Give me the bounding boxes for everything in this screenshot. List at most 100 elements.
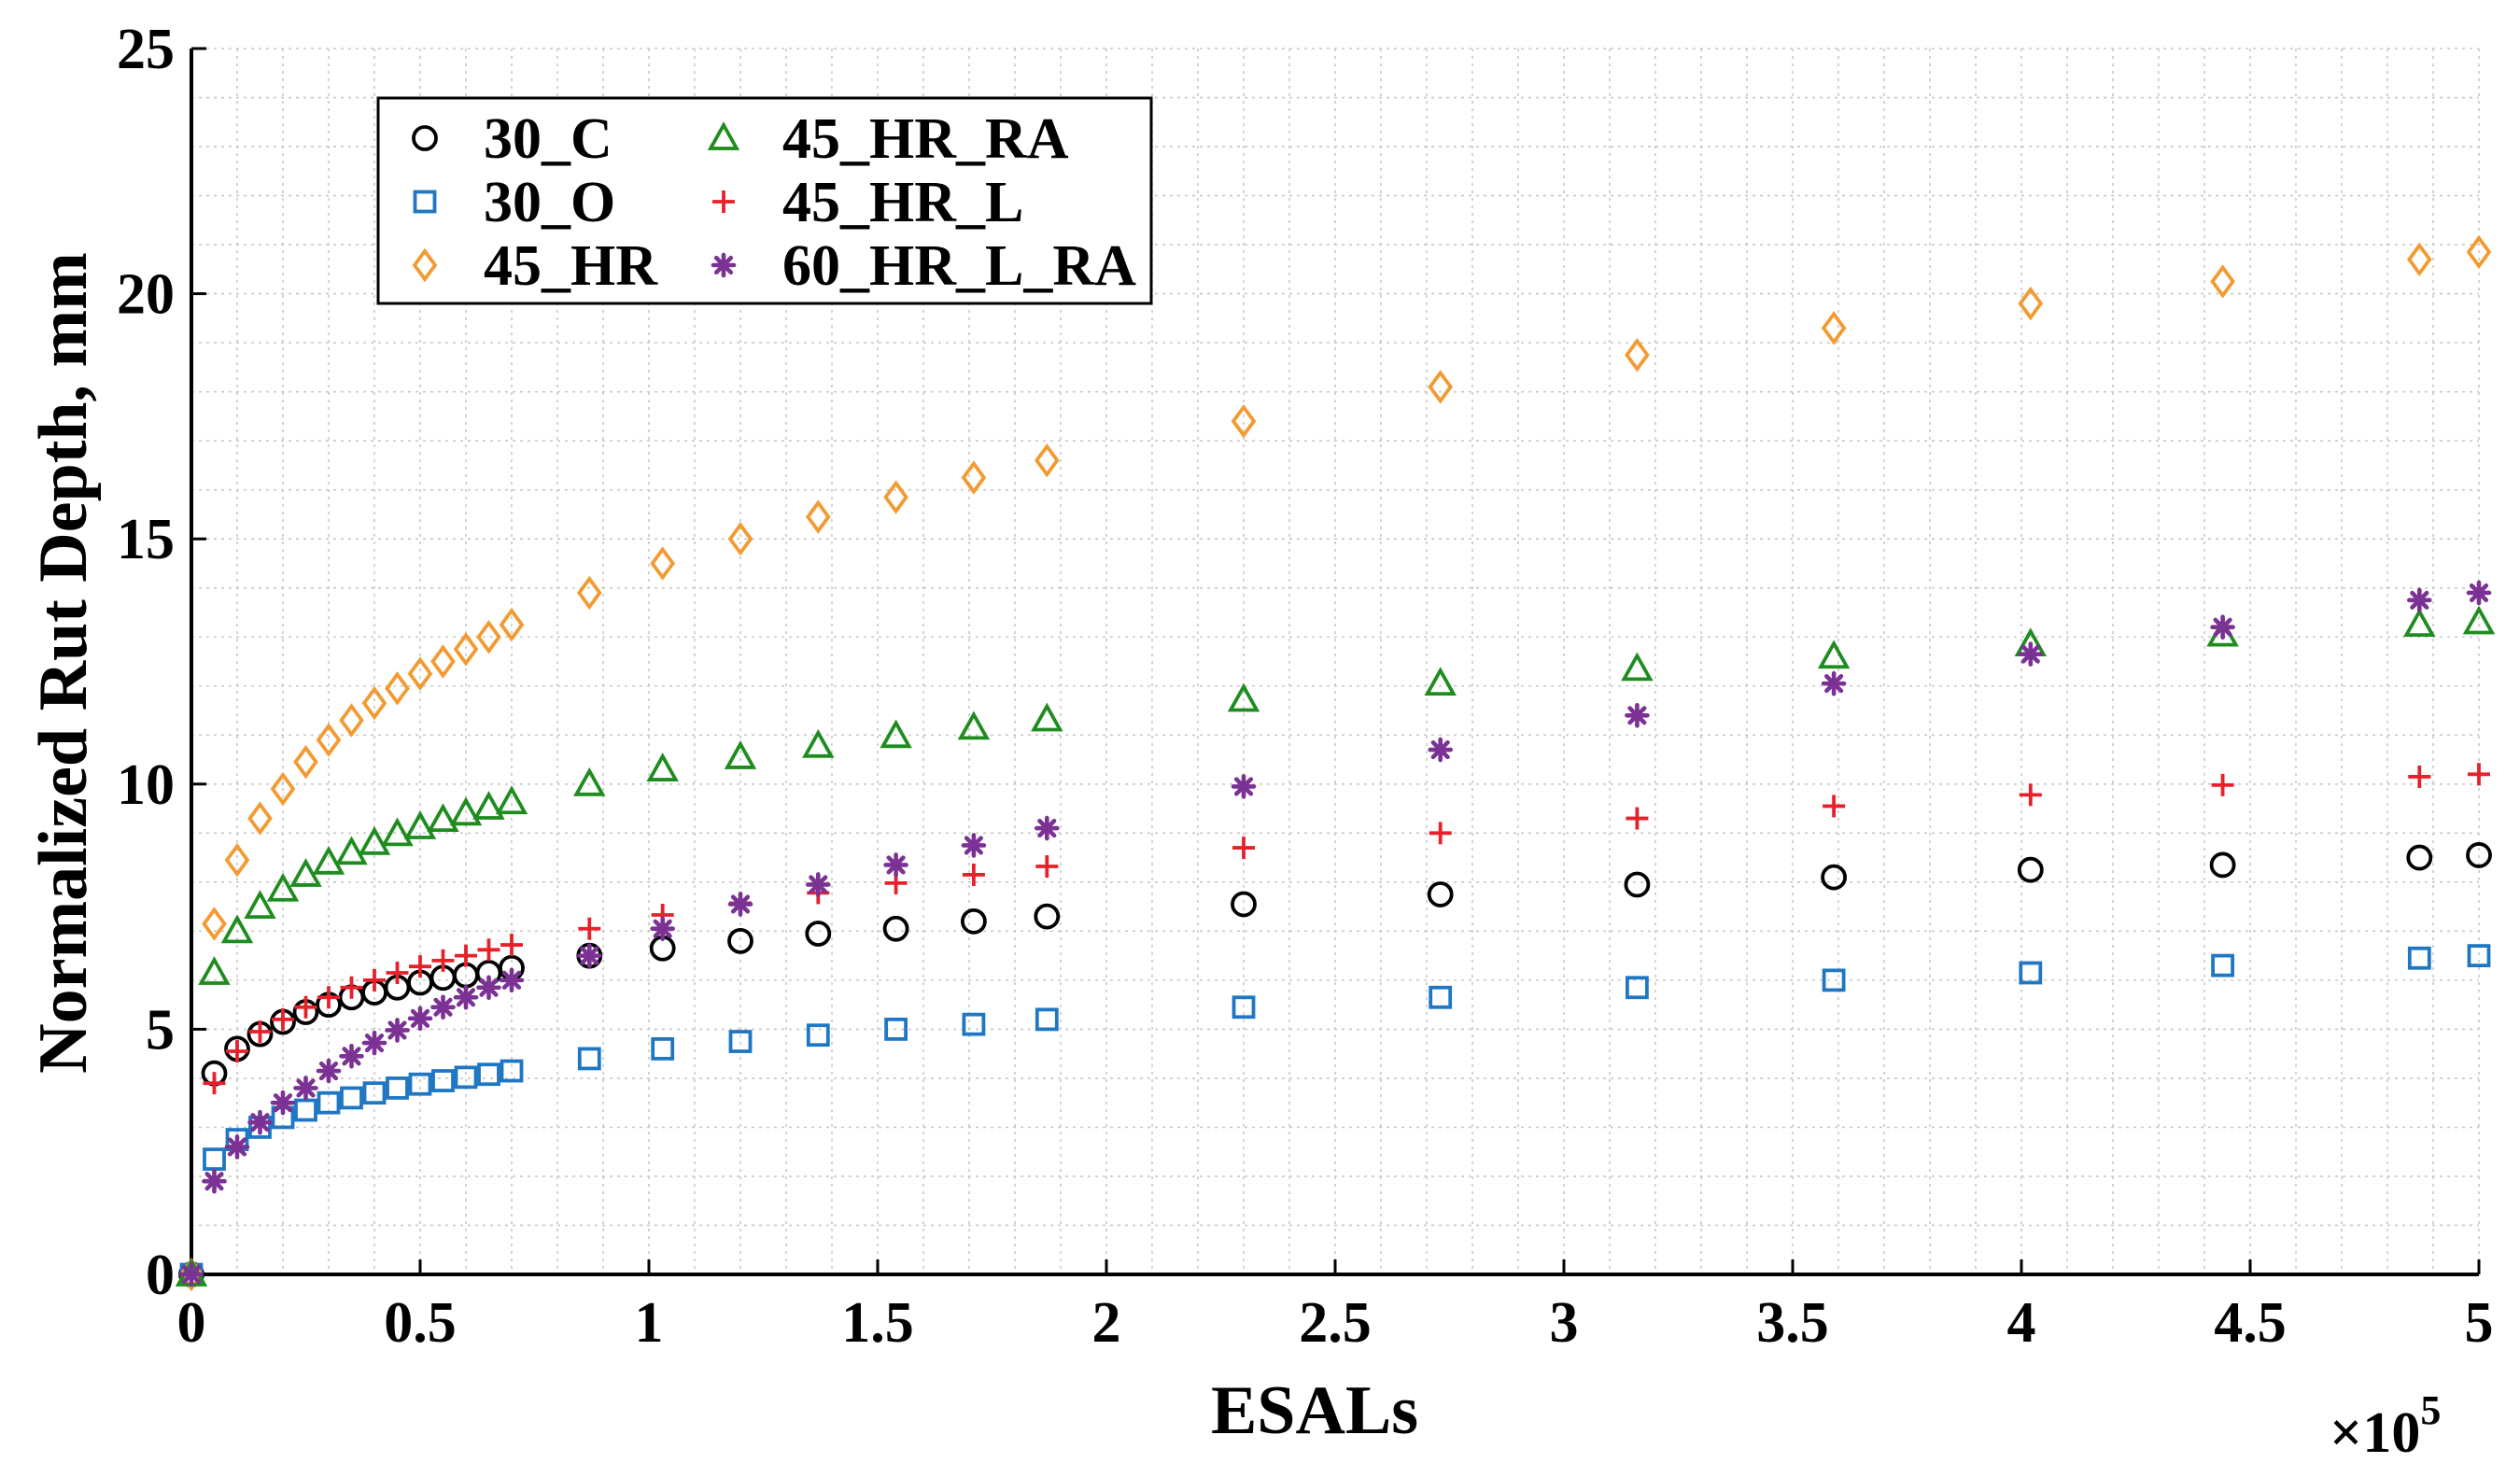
data-point — [1231, 403, 1257, 439]
data-point — [363, 968, 386, 992]
data-point — [882, 915, 909, 942]
data-point — [805, 499, 831, 534]
legend-item: 45_HR — [412, 234, 658, 298]
data-point — [477, 938, 500, 962]
data-point — [961, 460, 987, 495]
legend-item: 45_HR_RA — [707, 107, 1069, 171]
data-point — [2211, 773, 2234, 796]
data-point — [226, 1040, 248, 1063]
data-point — [806, 1023, 830, 1048]
series-60_HR_L_RA — [178, 580, 2492, 1287]
legend-label: 45_HR_L — [782, 171, 1023, 234]
data-point — [577, 1047, 601, 1071]
y-tick-label: 25 — [117, 18, 175, 81]
data-point — [203, 1072, 226, 1095]
legend-marker — [412, 125, 438, 151]
data-point — [1231, 891, 1257, 918]
series-45_HR — [178, 234, 2492, 1292]
data-point — [1232, 995, 1256, 1020]
data-point — [2407, 946, 2431, 970]
data-point — [270, 771, 296, 807]
x-axis-multiplier: ×105 — [2330, 1387, 2441, 1465]
legend-label: 45_HR — [484, 234, 658, 298]
data-point — [339, 1043, 364, 1069]
data-point — [576, 575, 602, 611]
data-point — [266, 872, 300, 902]
data-point — [317, 1090, 341, 1115]
y-tick-label: 10 — [117, 753, 175, 817]
data-point — [316, 723, 342, 757]
data-point — [2466, 842, 2492, 868]
data-point — [270, 1090, 296, 1116]
legend-label: 45_HR_RA — [782, 107, 1069, 171]
data-point — [1821, 864, 1847, 891]
x-tick-label: 3.5 — [1756, 1291, 1829, 1355]
data-point — [430, 644, 456, 679]
data-point — [386, 962, 409, 985]
data-point — [362, 1081, 387, 1105]
data-point — [1429, 985, 1453, 1009]
data-point — [408, 1072, 432, 1096]
data-point — [409, 955, 431, 978]
legend-item: 30_O — [413, 171, 615, 234]
data-point — [883, 480, 908, 514]
data-point — [2468, 763, 2490, 786]
data-point — [1625, 338, 1650, 373]
data-point — [453, 632, 479, 667]
x-tick-label: 3 — [1550, 1291, 1579, 1355]
data-point — [361, 685, 387, 721]
data-point — [961, 833, 987, 858]
legend-marker — [413, 190, 437, 214]
data-point — [2462, 605, 2496, 635]
data-point — [317, 986, 340, 1009]
data-point — [1035, 815, 1060, 841]
data-point — [2018, 641, 2044, 667]
data-point — [650, 546, 676, 581]
data-point — [2467, 944, 2491, 968]
y-tick-label: 15 — [117, 508, 175, 571]
legend-marker — [712, 190, 735, 213]
data-point — [880, 719, 912, 749]
data-point — [578, 917, 601, 940]
data-point — [2466, 580, 2492, 606]
data-point — [499, 967, 525, 993]
x-axis-multiplier-exponent: 5 — [2420, 1387, 2441, 1433]
data-point — [1823, 795, 1846, 818]
data-point — [476, 620, 501, 654]
data-point — [724, 740, 757, 769]
data-point — [1427, 881, 1454, 907]
data-point — [1821, 311, 1847, 345]
data-point — [2406, 844, 2433, 871]
data-point — [1821, 670, 1847, 696]
data-point — [576, 943, 602, 968]
data-point — [381, 817, 414, 847]
data-point — [294, 995, 317, 1019]
x-tick-label: 4.5 — [2214, 1291, 2287, 1355]
data-point — [727, 521, 753, 556]
data-point — [727, 892, 753, 917]
data-point — [1822, 968, 1846, 992]
data-point — [2017, 856, 2044, 883]
data-point — [385, 671, 410, 706]
data-point — [2211, 953, 2235, 978]
legend-item: 30_C — [412, 107, 612, 171]
data-point — [455, 944, 477, 967]
y-tick-label: 20 — [117, 263, 175, 327]
data-point — [386, 1076, 409, 1100]
data-point — [220, 914, 254, 944]
data-point — [2209, 851, 2236, 879]
data-point — [202, 907, 227, 941]
data-point — [247, 1109, 273, 1135]
data-point — [1428, 737, 1453, 763]
data-point — [1626, 807, 1649, 830]
data-point — [247, 801, 273, 836]
data-point — [340, 1086, 363, 1110]
data-point — [2210, 264, 2235, 299]
data-point — [727, 927, 753, 954]
y-tick-label: 0 — [146, 1244, 175, 1307]
x-tick-label: 2.5 — [1299, 1291, 1372, 1355]
data-point — [2407, 587, 2432, 613]
data-point — [962, 1012, 986, 1036]
legend-label: 60_HR_L_RA — [782, 234, 1136, 298]
data-point — [883, 852, 908, 878]
